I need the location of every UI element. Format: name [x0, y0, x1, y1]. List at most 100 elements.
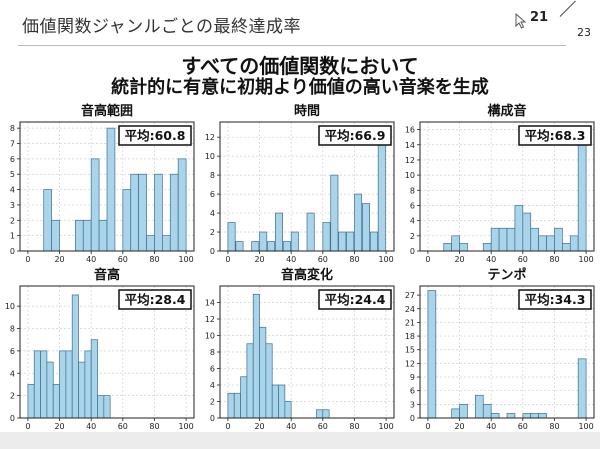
x-tick-label: 40: [286, 255, 296, 264]
x-tick-label: 20: [54, 422, 64, 431]
histogram-bar: [227, 392, 235, 419]
y-tick-label: 0: [10, 414, 15, 423]
histogram-bar: [459, 243, 468, 252]
histogram-bar: [162, 235, 171, 252]
x-tick-label: 40: [486, 255, 496, 264]
mean-label-box: [318, 125, 392, 146]
x-tick-label: 60: [118, 255, 128, 264]
y-tick-label: 10: [5, 302, 15, 311]
histogram-bar: [538, 413, 547, 419]
histogram-bar: [377, 127, 386, 252]
x-tick-label: 100: [578, 422, 593, 431]
y-tick-label: 10: [205, 152, 215, 161]
y-tick-label: 4: [210, 209, 215, 218]
histogram-bar: [482, 403, 492, 419]
histogram-bar: [46, 361, 54, 419]
histogram-bar: [284, 401, 292, 419]
histogram-bar: [267, 241, 276, 252]
histogram-bar: [106, 127, 116, 252]
y-tick-label: 24: [405, 305, 415, 314]
y-tick-label: 0: [210, 247, 215, 256]
histogram-bar: [233, 392, 241, 419]
x-tick-label: 100: [378, 255, 393, 264]
mean-label-box: [318, 289, 392, 310]
plot-frame: [419, 121, 595, 252]
histogram-bar: [322, 222, 331, 252]
histogram-bar: [522, 413, 532, 419]
mean-label: 平均:68.3: [525, 128, 586, 143]
y-tick-label: 6: [210, 365, 215, 374]
histogram-pitch: 音高 0 20 40 60 80 100 0 2 4 6 8 10 平均:28.4: [5, 267, 195, 431]
chart-title: 構成音: [487, 103, 526, 119]
histogram-tempo: テンポ 0 20 40 60 80 100 0 3 6 9 12 15 18 21 24 27 平均:34.3: [405, 267, 595, 431]
histogram-bar: [65, 350, 73, 419]
y-tick-label: 6: [10, 155, 15, 164]
histogram-bar: [362, 203, 370, 252]
histogram-bar: [475, 394, 484, 419]
histogram-bar: [27, 384, 35, 419]
y-tick-label: 2: [10, 216, 15, 225]
y-tick-label: 12: [405, 156, 415, 165]
histogram-bar: [427, 290, 437, 419]
histogram-bar: [259, 231, 268, 252]
y-tick-label: 4: [10, 186, 15, 195]
histogram-bar: [290, 231, 299, 252]
page-number-current: 21: [530, 10, 549, 25]
histogram-bar: [33, 350, 41, 419]
x-tick-label: 60: [318, 422, 328, 431]
histogram-bar: [538, 235, 547, 252]
histogram-duration: 時間 0 20 40 60 80 100 0 2 4 6 8 10 12 平均:66.9: [205, 103, 395, 264]
y-tick-label: 4: [210, 381, 215, 390]
y-tick-label: 15: [405, 346, 415, 355]
histogram-bar: [316, 409, 324, 419]
histogram-bar: [177, 158, 187, 252]
headline-line-2: 統計的に有意に初期より価値の高い音楽を生成: [111, 77, 489, 98]
x-tick-label: 40: [86, 422, 96, 431]
y-tick-label: 27: [405, 291, 415, 300]
histogram-bar: [330, 174, 339, 252]
histogram-bar: [306, 212, 315, 252]
plot-frame: [19, 121, 195, 252]
histogram-bar: [252, 293, 260, 419]
y-tick-label: 12: [405, 359, 415, 368]
mean-label-box: [518, 289, 592, 310]
y-tick-label: 8: [410, 186, 415, 195]
footer-band: [0, 432, 600, 449]
histogram-bar: [97, 395, 105, 419]
headline-line-1: すべての価値関数において: [181, 54, 419, 78]
histogram-bar: [530, 413, 539, 419]
y-tick-label: 14: [405, 141, 415, 150]
histogram-bar: [369, 231, 378, 252]
y-tick-label: 0: [410, 414, 415, 423]
histogram-bar: [530, 227, 539, 252]
histogram-bar: [240, 376, 248, 419]
y-tick-label: 0: [210, 414, 215, 423]
mean-label: 平均:60.8: [125, 128, 186, 143]
y-tick-label: 0: [10, 247, 15, 256]
histogram-bar: [78, 361, 86, 419]
y-tick-label: 6: [210, 190, 215, 199]
histogram-bar: [138, 173, 147, 252]
histogram-bar: [103, 395, 111, 419]
plot-frame: [419, 285, 595, 419]
histogram-bar: [522, 212, 532, 252]
y-tick-label: 16: [405, 126, 415, 135]
mean-label: 平均:28.4: [125, 292, 186, 307]
x-tick-label: 100: [578, 255, 593, 264]
y-tick-label: 4: [10, 369, 15, 378]
y-tick-label: 12: [205, 133, 215, 142]
x-tick-label: 20: [54, 255, 64, 264]
histogram-bar: [506, 227, 516, 252]
y-tick-label: 6: [410, 201, 415, 210]
histogram-bar: [275, 212, 283, 252]
x-tick-label: 40: [86, 255, 96, 264]
histogram-bar: [506, 413, 516, 419]
histogram-bar: [482, 243, 492, 252]
histogram-bar: [40, 350, 48, 419]
mean-label-box: [518, 125, 592, 146]
x-tick-label: 80: [149, 422, 159, 431]
x-tick-label: 80: [349, 255, 359, 264]
x-tick-label: 0: [225, 255, 230, 264]
title-divider: [18, 45, 566, 46]
y-tick-label: 3: [410, 400, 415, 409]
